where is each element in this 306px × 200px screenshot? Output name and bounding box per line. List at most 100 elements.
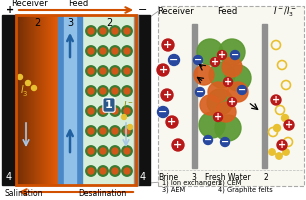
Text: +: + (6, 5, 14, 15)
Circle shape (122, 66, 132, 76)
Circle shape (112, 148, 118, 154)
Bar (20, 15, 21, 185)
Text: +: + (224, 77, 232, 87)
Bar (21, 15, 22, 185)
Bar (134, 15, 138, 185)
Circle shape (124, 88, 130, 94)
Text: 2: 2 (264, 172, 268, 182)
Text: −: − (196, 87, 204, 97)
Bar (29, 15, 30, 185)
Text: Salination: Salination (5, 188, 43, 198)
Circle shape (237, 86, 247, 95)
Circle shape (86, 26, 96, 36)
Circle shape (86, 106, 96, 116)
Text: Receiver: Receiver (157, 7, 193, 17)
Bar (28, 15, 29, 185)
Circle shape (112, 128, 118, 134)
Circle shape (98, 86, 108, 96)
Circle shape (158, 106, 169, 117)
Circle shape (122, 126, 132, 136)
Bar (53, 15, 54, 185)
Circle shape (172, 139, 184, 151)
Text: 1: 1 (105, 100, 113, 110)
Circle shape (25, 80, 31, 86)
Text: +: + (167, 117, 177, 127)
Text: −: − (204, 135, 212, 145)
Circle shape (110, 26, 120, 36)
Text: −: − (238, 85, 246, 95)
Bar (48, 15, 49, 185)
Circle shape (124, 128, 130, 134)
Circle shape (88, 68, 94, 74)
Circle shape (112, 88, 118, 94)
Text: −: − (231, 50, 239, 60)
Circle shape (128, 124, 132, 130)
Bar (37, 15, 38, 185)
Circle shape (214, 112, 222, 121)
Circle shape (208, 82, 228, 102)
Bar (30, 15, 31, 185)
Text: +: + (278, 140, 286, 150)
Circle shape (196, 88, 204, 97)
Text: 4: 4 (140, 172, 146, 182)
Circle shape (110, 66, 120, 76)
Circle shape (86, 126, 96, 136)
Text: Receiver: Receiver (12, 0, 48, 8)
Circle shape (282, 114, 289, 121)
Bar (23, 15, 24, 185)
Circle shape (227, 98, 237, 106)
Text: 4) Graphite felts: 4) Graphite felts (218, 187, 273, 193)
Bar (25, 15, 26, 185)
Circle shape (86, 86, 96, 96)
Text: +: + (214, 112, 222, 122)
Circle shape (194, 65, 214, 85)
Bar (64, 15, 76, 185)
Circle shape (100, 148, 106, 154)
Circle shape (216, 102, 236, 122)
Bar (158, 6, 304, 186)
Text: −: − (221, 137, 229, 147)
Circle shape (274, 124, 281, 132)
Text: +: + (162, 90, 172, 100)
Bar (16, 15, 136, 185)
Circle shape (122, 166, 132, 176)
Circle shape (88, 148, 94, 154)
Bar (192, 24, 197, 168)
Circle shape (215, 115, 241, 141)
Bar (82, 15, 136, 185)
Text: 3: 3 (67, 18, 73, 28)
Circle shape (98, 66, 108, 76)
Text: −: − (169, 55, 179, 65)
Circle shape (86, 166, 96, 176)
Circle shape (98, 166, 108, 176)
Bar (43, 15, 44, 185)
Circle shape (112, 48, 118, 54)
Bar (26, 15, 27, 185)
Text: −: − (194, 55, 202, 65)
Bar (36, 15, 37, 185)
Circle shape (161, 89, 173, 101)
Text: Brine: Brine (158, 172, 178, 182)
Circle shape (169, 54, 180, 66)
Circle shape (230, 50, 240, 60)
Text: +: + (211, 57, 219, 67)
Circle shape (207, 89, 233, 115)
Circle shape (88, 48, 94, 54)
Circle shape (100, 68, 106, 74)
Circle shape (122, 86, 132, 96)
Bar (33, 15, 34, 185)
Bar (47, 15, 48, 185)
Circle shape (86, 46, 96, 56)
Circle shape (200, 95, 220, 115)
Circle shape (271, 95, 281, 105)
Circle shape (124, 148, 130, 154)
Circle shape (157, 64, 169, 76)
Circle shape (88, 168, 94, 174)
Circle shape (124, 168, 130, 174)
Circle shape (199, 112, 225, 138)
Text: 3) AEM: 3) AEM (162, 187, 185, 193)
Bar (52, 15, 53, 185)
Text: +: + (285, 120, 293, 130)
Bar (50, 15, 51, 185)
Bar (136, 15, 150, 185)
